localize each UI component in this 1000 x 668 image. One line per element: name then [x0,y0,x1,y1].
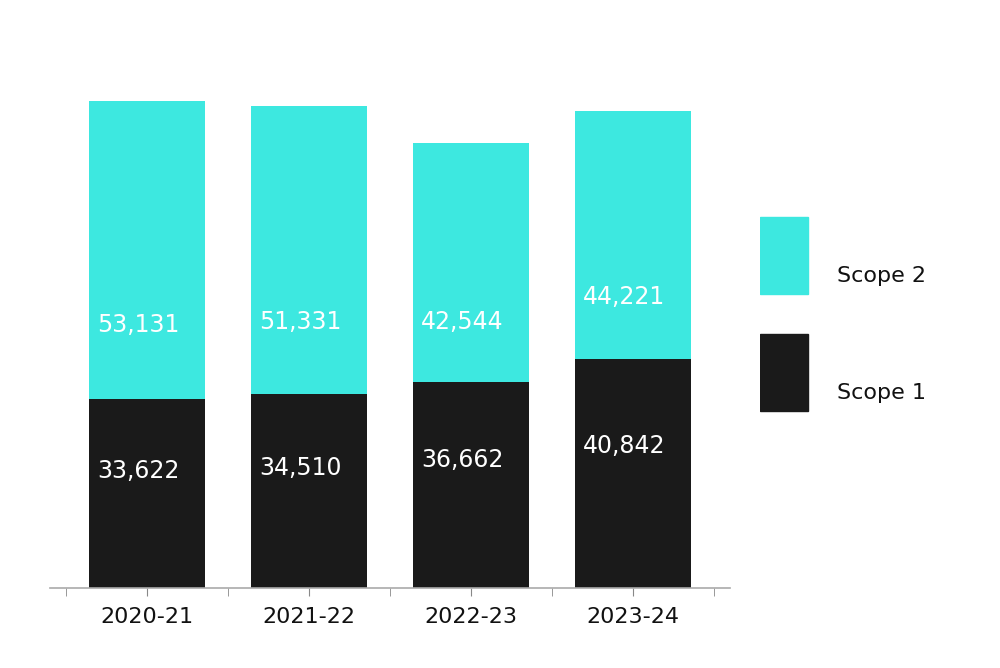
FancyBboxPatch shape [760,333,808,411]
Text: Scope 2: Scope 2 [837,267,926,287]
Text: 36,662: 36,662 [421,448,503,472]
Text: Scope 1: Scope 1 [837,383,926,403]
Bar [89,101,205,399]
Bar [251,394,367,588]
Bar [413,144,529,382]
Text: 42,544: 42,544 [421,311,503,335]
Bar [89,399,205,588]
Bar [413,382,529,588]
Text: 51,331: 51,331 [259,310,341,334]
Text: 53,131: 53,131 [97,313,179,337]
Text: 44,221: 44,221 [583,285,665,309]
Text: 34,510: 34,510 [259,456,341,480]
Text: 40,842: 40,842 [583,434,665,458]
Bar [575,359,691,588]
Text: 33,622: 33,622 [97,459,179,483]
FancyBboxPatch shape [760,217,808,294]
Bar [251,106,367,394]
Bar [575,110,691,359]
